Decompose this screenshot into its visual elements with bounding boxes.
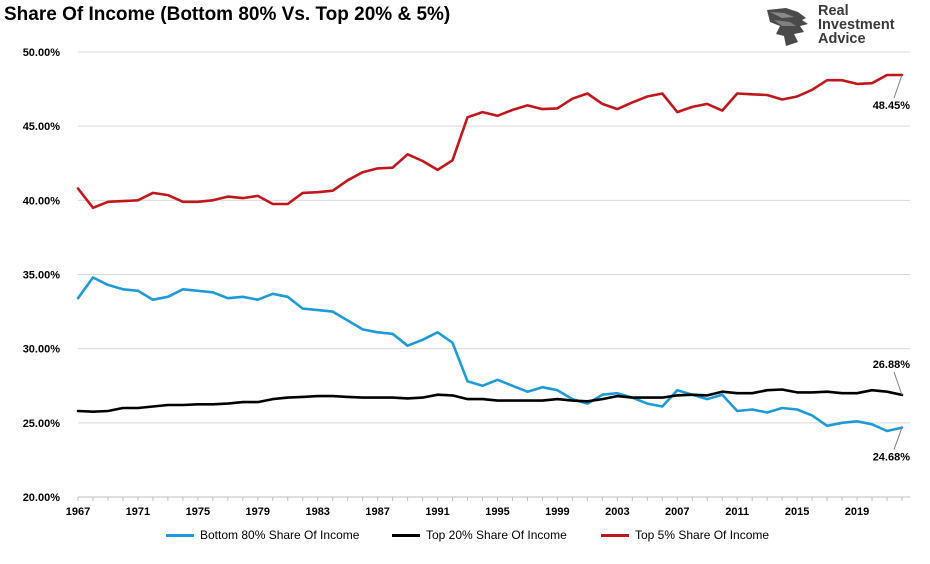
legend-swatch-bottom80 [166,533,194,537]
x-tick-label: 1991 [425,506,449,518]
legend-item-top5: Top 5% Share Of Income [601,528,769,542]
end-label-top20: 26.88% [873,359,911,371]
x-tick-label: 1967 [66,506,90,518]
x-tick-label: 1987 [365,506,389,518]
x-tick-label: 1971 [126,506,150,518]
y-axis-ticks: 20.00% 25.00% 30.00% 35.00% 40.00% 45.00% 50.0… [23,47,61,504]
gridlines [78,51,910,498]
chart-title: Share Of Income (Bottom 80% Vs. Top 20% … [4,4,451,25]
x-axis-ticks: 1967 1971 1975 1979 1983 1987 1991 1995 1999 2003… [66,506,870,518]
annotation-leader [893,74,903,99]
legend-swatch-top5 [601,533,629,537]
x-tick-label: 2007 [665,506,689,518]
legend-label-bottom80: Bottom 80% Share Of Income [200,528,360,542]
legend-label-top5: Top 5% Share Of Income [635,528,770,542]
x-tick-label: 1975 [186,506,210,518]
x-tick-label: 2019 [845,506,869,518]
logo-line-2: Investment [818,17,895,33]
eagle-icon [767,8,808,46]
end-annotations: 48.45% 26.88% 24.68% [873,74,911,464]
legend: Bottom 80% Share Of Income Top 20% Share… [0,528,930,546]
y-tick-label: 50.00% [23,47,61,59]
y-tick-label: 45.00% [23,121,61,133]
series-line-top20 [76,388,904,414]
x-tick-label: 2011 [725,506,749,518]
x-tick-label: 2003 [605,506,629,518]
logo-line-1: Real [818,3,849,19]
annotation-leader [893,371,903,396]
end-label-bottom80: 24.68% [873,452,911,464]
legend-item-top20: Top 20% Share Of Income [392,528,567,542]
y-tick-label: 35.00% [23,270,61,282]
x-tick-label: 2015 [785,506,809,518]
legend-item-bottom80: Bottom 80% Share Of Income [166,528,359,542]
series-line-bottom80 [76,276,904,433]
x-tick-label: 1999 [545,506,569,518]
y-tick-label: 40.00% [23,195,61,207]
legend-swatch-top20 [392,533,420,537]
y-tick-label: 30.00% [23,344,61,356]
y-tick-label: 25.00% [23,418,61,430]
legend-label-top20: Top 20% Share Of Income [426,528,567,542]
x-tick-label: 1995 [485,506,509,518]
end-label-top5: 48.45% [873,100,911,112]
brand-logo: Real Investment Advice [764,4,914,48]
x-tick-label: 1979 [246,506,270,518]
logo-line-3: Advice [818,31,866,47]
x-axis [77,496,910,501]
annotation-leader [893,427,903,450]
y-tick-label: 20.00% [23,492,61,504]
x-tick-label: 1983 [305,506,329,518]
series-lines [76,73,904,433]
series-line-top5 [76,73,904,210]
